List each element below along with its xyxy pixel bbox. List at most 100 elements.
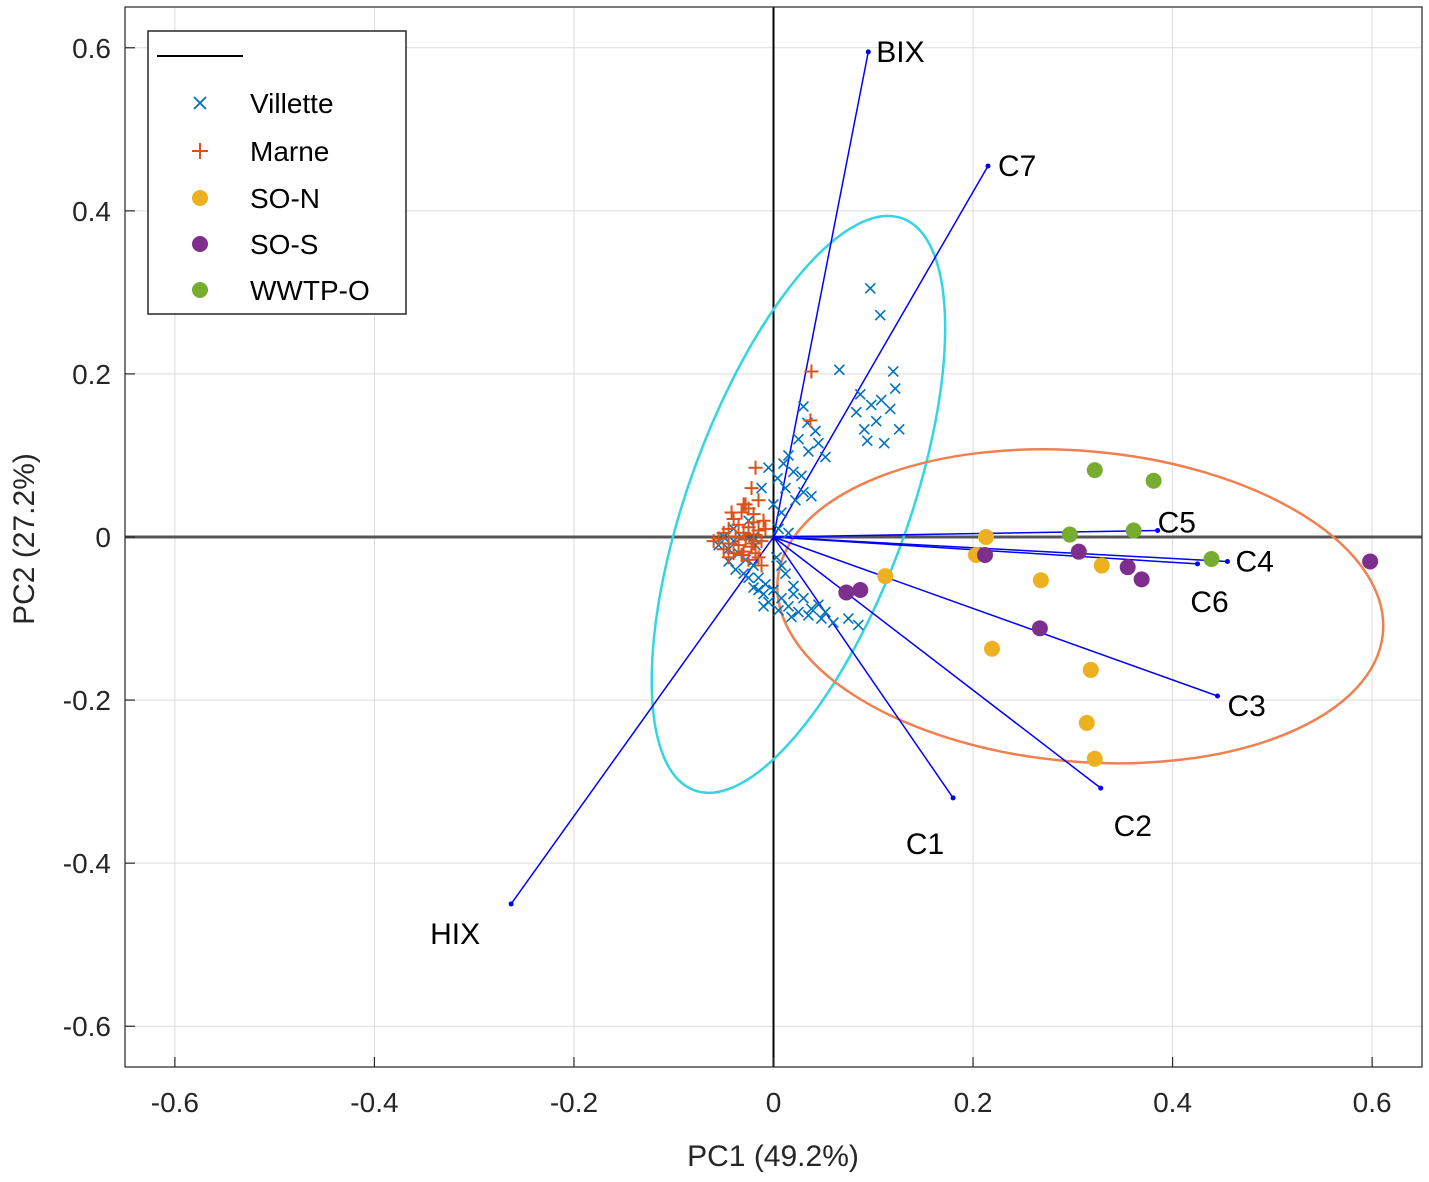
villette-point [805,603,817,615]
so-s-point [838,584,855,601]
marne-point [721,550,736,565]
so-s-point [1362,553,1379,570]
ellipse-wwtp-o [776,448,1385,765]
villette-point [884,403,896,415]
marne-point [731,517,746,532]
villette-point [747,559,760,572]
legend-box [147,30,407,315]
villette-point [889,383,901,395]
villette-point [864,282,876,294]
loading-label-c5: C5 [1158,506,1196,539]
villette-point [777,458,790,470]
loading-tip-c3 [1214,693,1220,699]
loading-label-c2: C2 [1114,810,1152,843]
villette-point [771,472,784,484]
loading-label-bix: BIX [876,36,924,69]
villette-point [797,400,809,413]
marne-point [706,534,721,549]
so-n-point [983,640,1000,657]
legend-label: Marne [250,136,329,167]
villette-point [775,559,788,572]
villette-point [850,406,862,418]
x-tick-label: 0.4 [1153,1087,1192,1118]
villette-point [775,506,788,519]
villette-point [875,394,887,406]
villette-point [730,564,742,576]
loading-vector-hix [510,536,775,905]
villette-point [874,309,886,321]
confidence-ellipses [650,214,1385,795]
ellipse-villette [650,214,947,795]
marne-point [804,364,819,379]
so-n-point [1086,750,1103,767]
villette-point [775,592,788,604]
marne-point [746,536,761,551]
so-n-point [1032,572,1049,589]
legend-marker-so-s [192,236,208,252]
villette-point [865,399,877,411]
villette-point [842,612,854,625]
villette-point [787,588,800,600]
marne-point [744,481,759,496]
villette-point [772,604,785,616]
marne-point [803,413,818,428]
legend-label: SO-S [250,229,318,260]
so-n-point [1093,557,1110,574]
villette-point [792,433,805,445]
marne-point [748,460,763,475]
loading-label-c7: C7 [998,150,1036,183]
villette-point [770,551,783,563]
legend-label: Villette [250,88,334,119]
villette-point [812,437,824,449]
so-n-point [877,568,894,585]
wwtp-o-point [1086,462,1103,479]
villette-point [870,415,882,427]
villette-point [782,449,795,462]
loading-tip-c7 [985,163,991,169]
villette-point [779,568,792,580]
villette-point [792,606,805,618]
villette-point [795,470,808,482]
loading-vector-c3 [773,536,1218,697]
y-tick-label: 0.6 [72,33,111,64]
legend-marker-marne [192,143,208,159]
x-tick-label: -0.6 [151,1087,199,1118]
marne-point [741,501,756,516]
marne-point [716,542,731,557]
loading-vector-c5 [773,529,1158,538]
villette-point [759,578,772,590]
loading-label-hix: HIX [430,918,480,951]
villette-point [779,482,792,494]
villette-point [805,490,817,502]
loading-vector-c1 [772,536,954,799]
legend-marker-villette [193,96,207,110]
so-n-point [978,529,995,545]
marne-point [734,547,749,562]
so-s-point [1070,543,1087,560]
marne-point [756,513,771,528]
tick-labels: -0.6 -0.4 -0.2 0 0.2 0.4 0.6 0.6 0.4 0.2 0 -0.2 -0.4… [63,33,1392,1118]
loading-tip-hix [508,901,514,907]
legend-marker-wwtp-o [192,282,208,298]
marne-point [758,521,773,536]
loading-label-c4: C4 [1235,545,1273,578]
so-s-point [977,546,994,563]
score-points [706,282,1379,767]
x-tick-label: 0.6 [1353,1087,1392,1118]
so-s-point [852,582,869,598]
villette-point [815,612,827,625]
villette-point [887,365,899,378]
y-tick-label: 0.4 [72,196,111,227]
villette-point [797,592,809,604]
villette-point [772,523,785,535]
loading-vector-c7 [772,165,989,538]
marne-point [728,530,743,544]
x-tick-label: 0 [766,1087,782,1118]
y-tick-label: 0 [95,522,111,553]
y-axis-label: PC2 (27.2%) [8,453,41,625]
wwtp-o-point [1203,551,1220,568]
y-tick-label: 0.2 [72,359,111,390]
marne-point [736,525,751,540]
loading-tip-c2 [1098,785,1104,791]
